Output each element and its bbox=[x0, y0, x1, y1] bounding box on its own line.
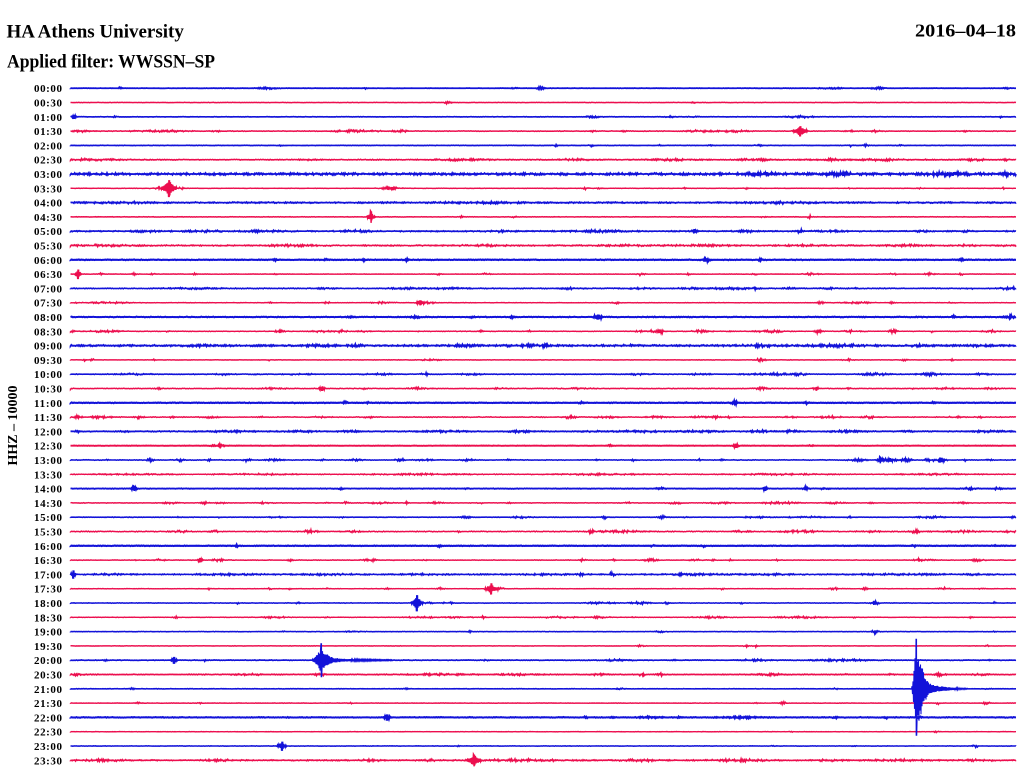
svg-text:23:00: 23:00 bbox=[34, 741, 63, 753]
svg-text:00:00: 00:00 bbox=[34, 83, 63, 95]
svg-text:20:00: 20:00 bbox=[34, 655, 63, 667]
svg-text:05:00: 05:00 bbox=[34, 226, 63, 238]
svg-text:23:30: 23:30 bbox=[34, 755, 63, 767]
svg-text:17:30: 17:30 bbox=[34, 584, 63, 596]
svg-text:Applied filter: WWSSN–SP: Applied filter: WWSSN–SP bbox=[7, 52, 215, 73]
svg-text:22:30: 22:30 bbox=[34, 727, 63, 739]
svg-text:17:00: 17:00 bbox=[34, 569, 63, 581]
svg-text:01:00: 01:00 bbox=[34, 112, 63, 124]
svg-text:HA Athens University: HA Athens University bbox=[7, 22, 185, 43]
svg-text:03:00: 03:00 bbox=[34, 169, 63, 181]
svg-text:15:00: 15:00 bbox=[34, 512, 63, 524]
svg-text:16:00: 16:00 bbox=[34, 541, 63, 553]
svg-text:08:00: 08:00 bbox=[34, 312, 63, 324]
svg-text:14:30: 14:30 bbox=[34, 498, 63, 510]
svg-text:04:00: 04:00 bbox=[34, 198, 63, 210]
svg-text:19:30: 19:30 bbox=[34, 641, 63, 653]
svg-text:14:00: 14:00 bbox=[34, 484, 63, 496]
svg-text:10:30: 10:30 bbox=[34, 384, 63, 396]
svg-text:12:30: 12:30 bbox=[34, 441, 63, 453]
svg-text:02:00: 02:00 bbox=[34, 140, 63, 152]
svg-text:20:30: 20:30 bbox=[34, 670, 63, 682]
svg-text:02:30: 02:30 bbox=[34, 155, 63, 167]
svg-text:07:00: 07:00 bbox=[34, 283, 63, 295]
svg-text:13:30: 13:30 bbox=[34, 469, 63, 481]
svg-text:10:00: 10:00 bbox=[34, 369, 63, 381]
svg-text:07:30: 07:30 bbox=[34, 298, 63, 310]
svg-text:18:00: 18:00 bbox=[34, 598, 63, 610]
svg-text:2016–04–18: 2016–04–18 bbox=[915, 21, 1016, 41]
svg-text:21:30: 21:30 bbox=[34, 698, 63, 710]
svg-text:06:00: 06:00 bbox=[34, 255, 63, 267]
svg-text:09:30: 09:30 bbox=[34, 355, 63, 367]
svg-text:11:30: 11:30 bbox=[34, 412, 63, 424]
svg-text:12:00: 12:00 bbox=[34, 426, 63, 438]
svg-text:04:30: 04:30 bbox=[34, 212, 63, 224]
svg-text:09:00: 09:00 bbox=[34, 341, 63, 353]
svg-text:HHZ – 10000: HHZ – 10000 bbox=[5, 385, 20, 465]
svg-text:13:00: 13:00 bbox=[34, 455, 63, 467]
svg-text:00:30: 00:30 bbox=[34, 98, 63, 110]
svg-text:16:30: 16:30 bbox=[34, 555, 63, 567]
svg-text:06:30: 06:30 bbox=[34, 269, 63, 281]
svg-text:11:00: 11:00 bbox=[34, 398, 63, 410]
svg-text:08:30: 08:30 bbox=[34, 326, 63, 338]
svg-text:18:30: 18:30 bbox=[34, 612, 63, 624]
svg-text:19:00: 19:00 bbox=[34, 627, 63, 639]
svg-text:22:00: 22:00 bbox=[34, 712, 63, 724]
svg-text:05:30: 05:30 bbox=[34, 241, 63, 253]
svg-text:15:30: 15:30 bbox=[34, 527, 63, 539]
svg-text:03:30: 03:30 bbox=[34, 183, 63, 195]
svg-text:21:00: 21:00 bbox=[34, 684, 63, 696]
svg-text:01:30: 01:30 bbox=[34, 126, 63, 138]
